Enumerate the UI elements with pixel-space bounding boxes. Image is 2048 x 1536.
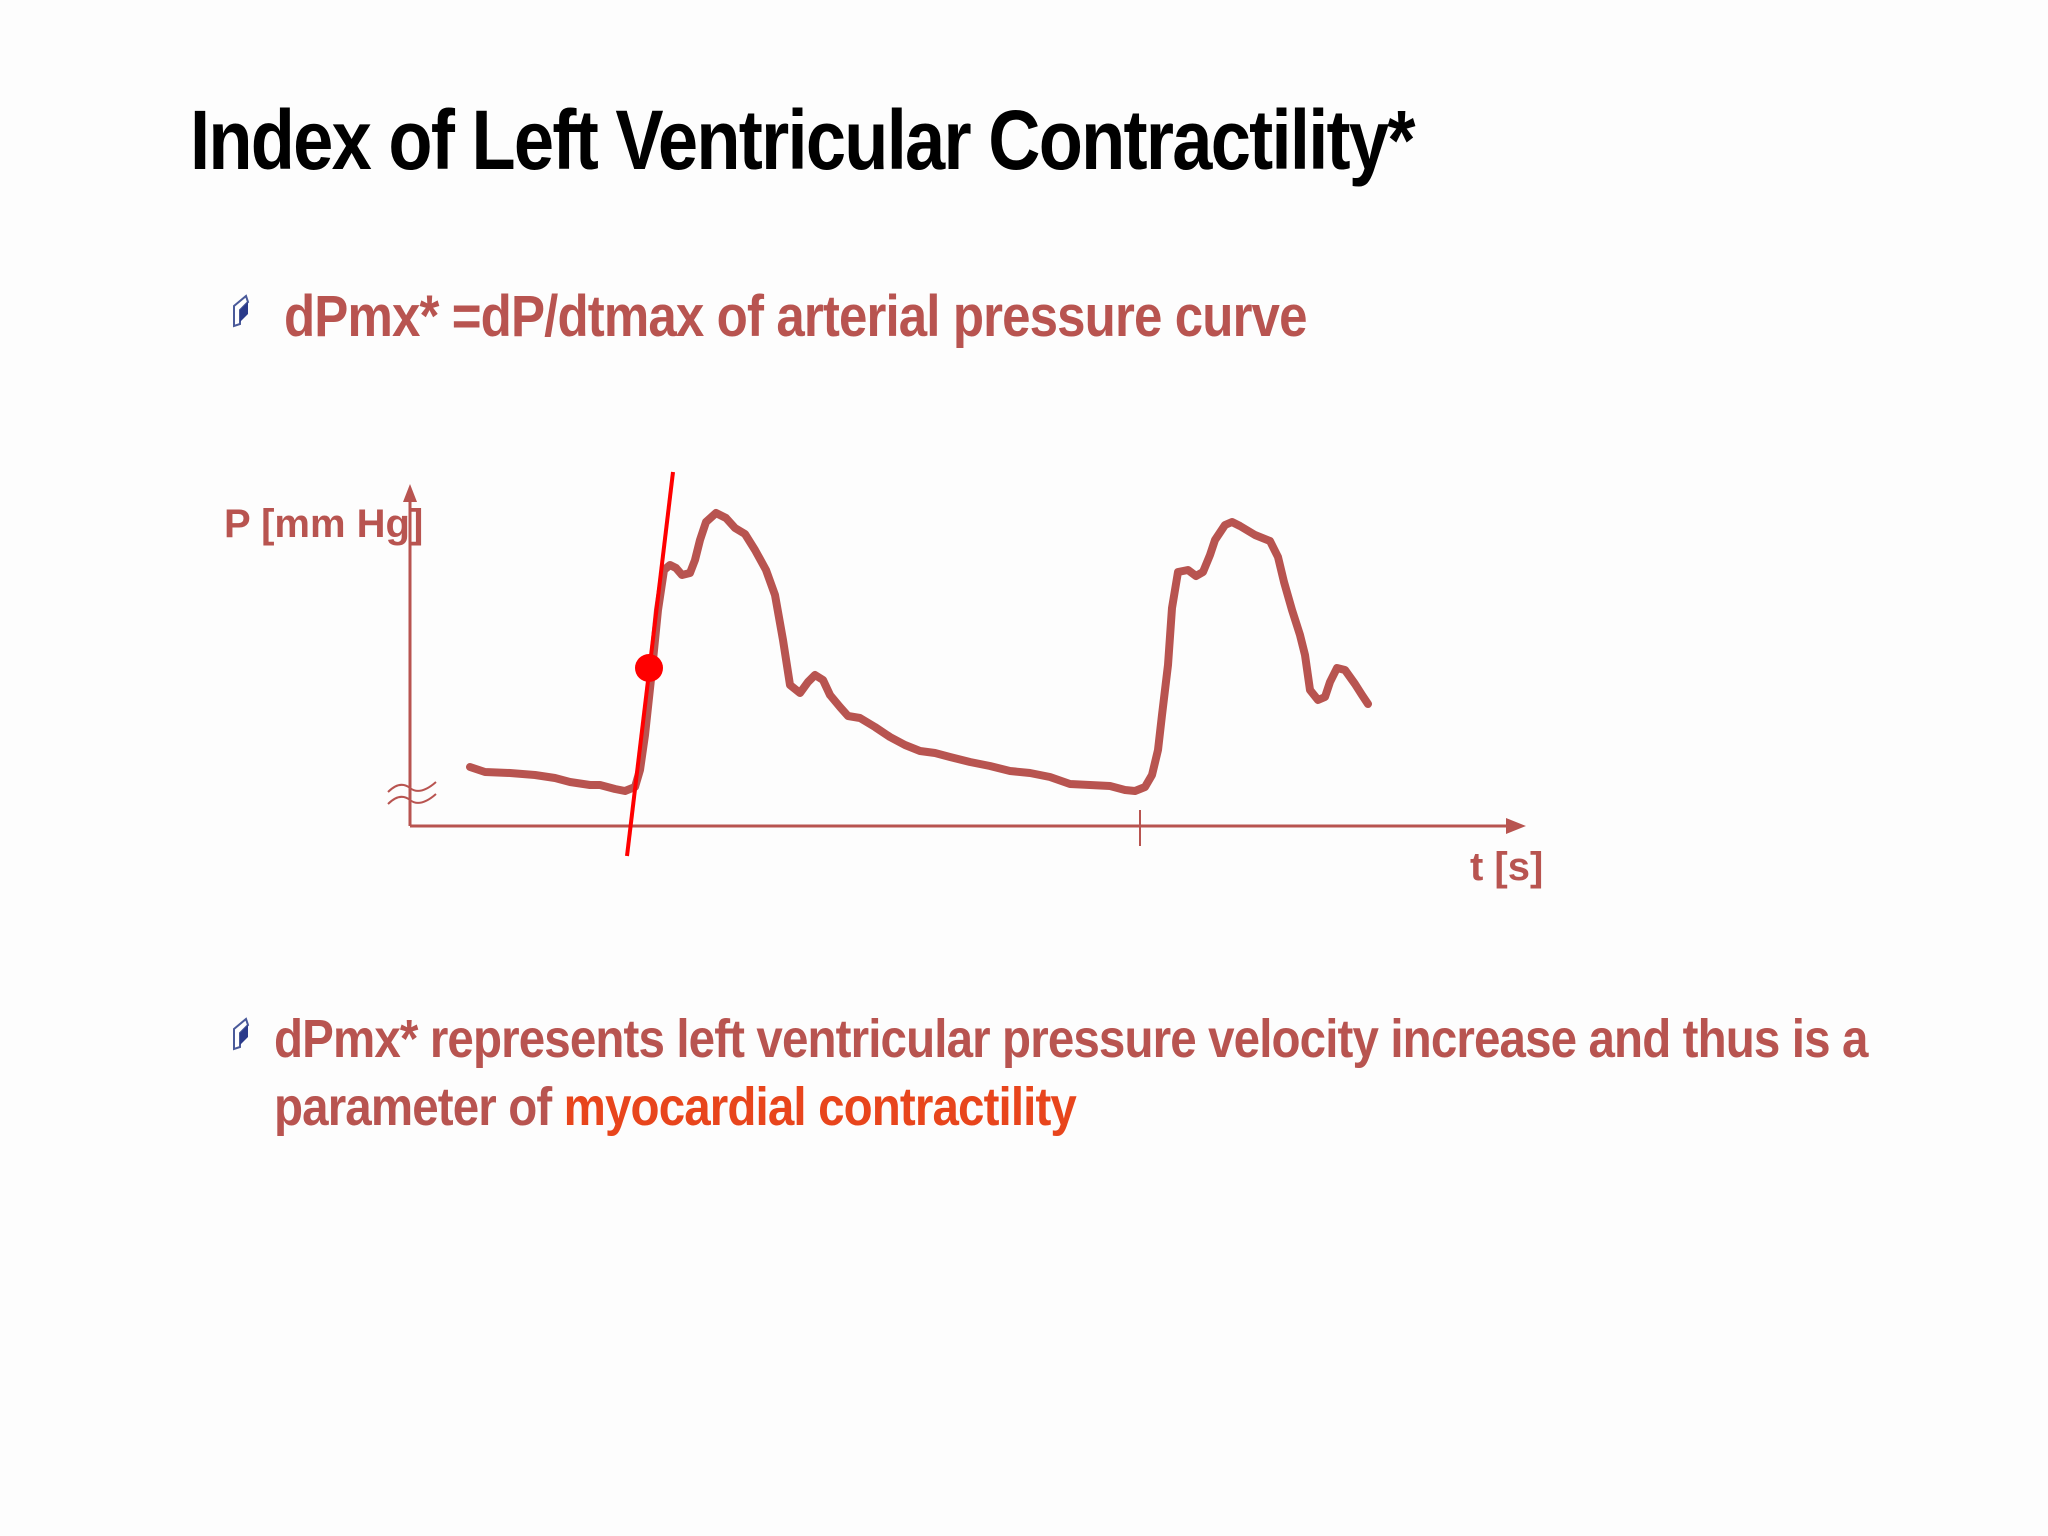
bullet-text-1: dPmx* =dP/dtmax of arterial pressure cur… (284, 284, 1307, 349)
axis-break-icon (387, 781, 437, 805)
bullet-text-2-line-1: dPmx* represents left ventricular pressu… (274, 1009, 1868, 1069)
bullet-text-2-line-2: parameter of myocardial contractility (274, 1073, 1868, 1141)
y-axis-arrow (403, 484, 417, 502)
bullet-item-1: dPmx* =dP/dtmax of arterial pressure cur… (228, 282, 1446, 352)
bullet-text-2: dPmx* represents left ventricular pressu… (274, 1005, 1868, 1141)
pressure-curve-line (466, 509, 1372, 795)
bullet-text-2-prefix: parameter of (274, 1077, 564, 1137)
highlight-myocardial-contractility: myocardial contractility (563, 1077, 1077, 1137)
x-axis-label: t [s] (1470, 845, 1543, 889)
y-axis-label: P [mm Hg] (224, 502, 423, 546)
bullet-pen-icon (233, 294, 250, 328)
bullet-pen-icon (233, 1017, 250, 1051)
bullet-item-2: dPmx* represents left ventricular pressu… (228, 1005, 2048, 1141)
max-slope-point (635, 654, 663, 682)
x-axis-arrow (1506, 818, 1526, 834)
slide-title: Index of Left Ventricular Contractility* (190, 93, 1415, 187)
